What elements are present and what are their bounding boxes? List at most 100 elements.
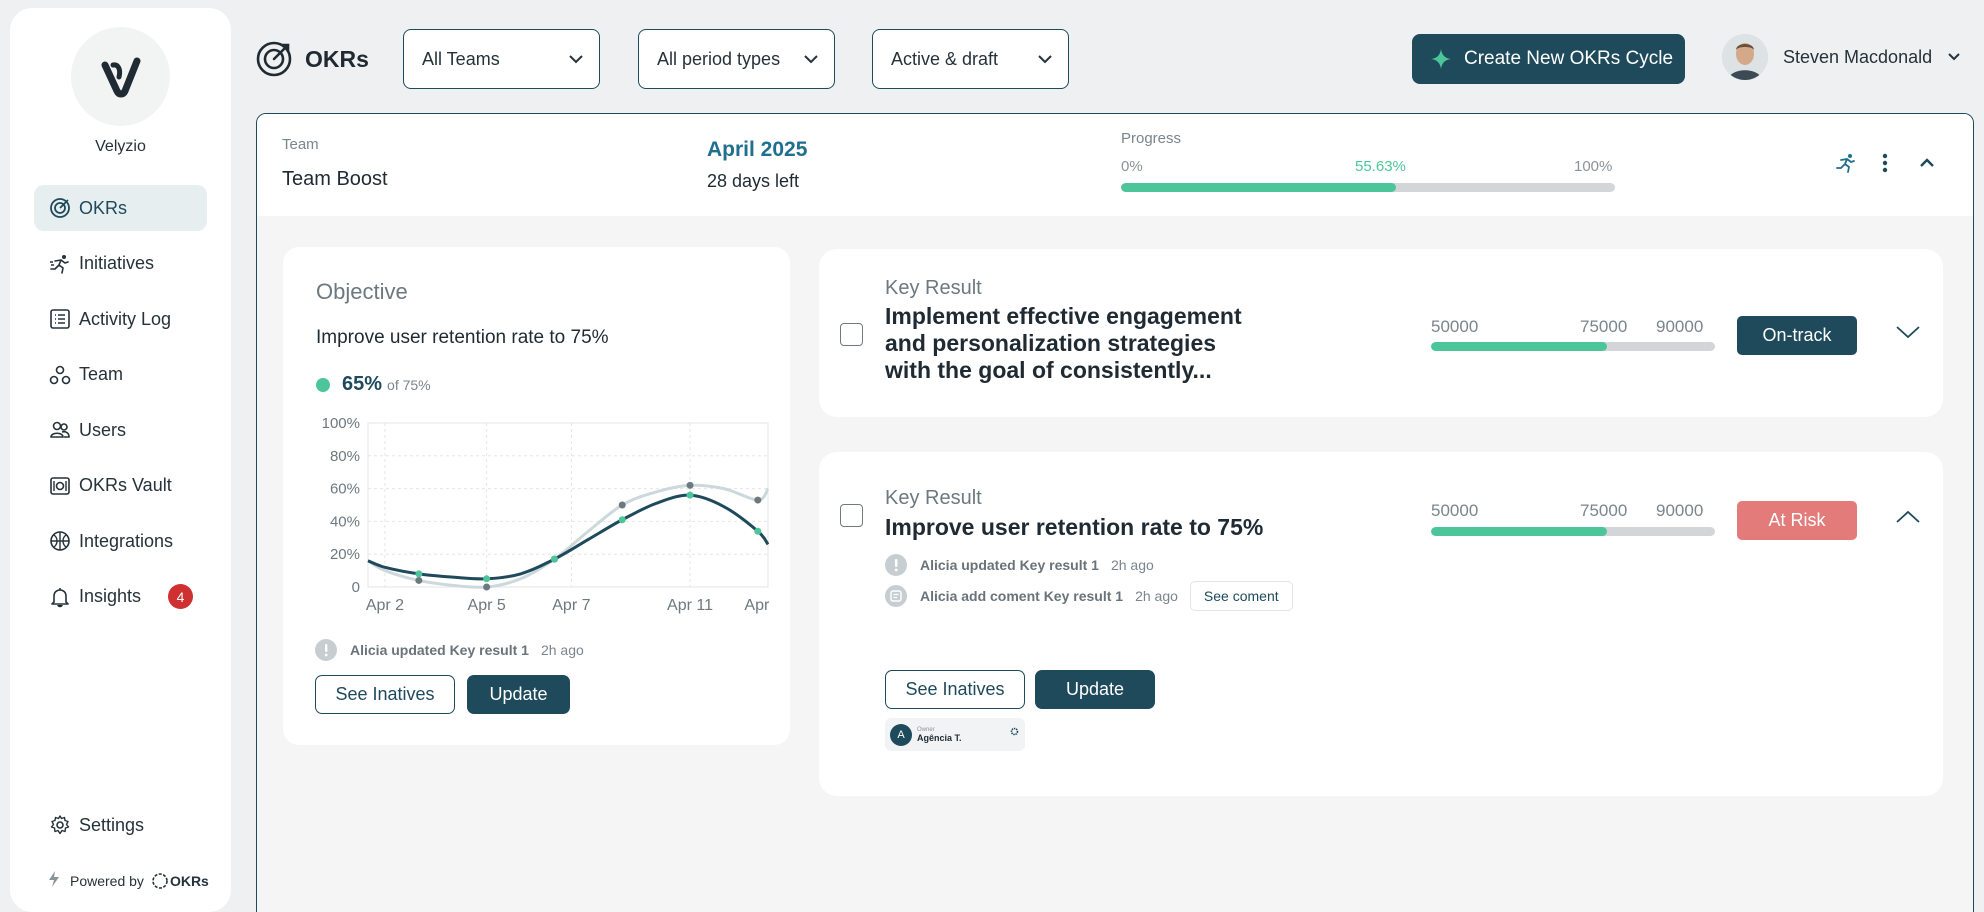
sidebar-item-team[interactable]: Team (34, 352, 207, 398)
globe-icon (48, 529, 72, 553)
chart-x-tick-label: Apr 11 (667, 597, 713, 614)
see-initiatives-button[interactable]: See Inatives (315, 675, 455, 714)
chart-y-tick-label: 60% (330, 481, 360, 498)
owner-chip[interactable]: A Owner Agência T. (885, 718, 1025, 751)
sidebar-item-label: OKRs Vault (79, 475, 172, 495)
chart-point (483, 583, 491, 591)
activity-text: Alicia updated Key result 1 (350, 642, 529, 658)
sidebar-item-label: Activity Log (79, 308, 172, 329)
sidebar-item-label: Team (79, 364, 124, 384)
objective-heading: Objective (316, 279, 408, 304)
initiatives-icon[interactable] (1835, 152, 1857, 174)
sidebar-item-settings[interactable]: Settings (34, 802, 207, 848)
expand-chevron-down-icon[interactable] (1895, 324, 1921, 340)
gear-icon[interactable] (1010, 723, 1019, 741)
chart-point (754, 527, 762, 535)
team-progress-bar (1121, 183, 1615, 192)
sidebar-nav: OKRs Initiatives Activity Log Team Users (34, 185, 207, 629)
update-button[interactable]: Update (467, 675, 570, 714)
user-menu[interactable]: Steven Macdonald (1722, 34, 1962, 80)
running-person-icon (48, 252, 72, 276)
gear-icon (48, 813, 72, 837)
kr-activity: Alicia updated Key result 1 2h ago (885, 554, 1154, 576)
objective-percent-target: of 75% (387, 377, 431, 393)
sidebar-item-insights[interactable]: Insights 4 (34, 574, 207, 620)
kr-target-mid: 75000 (1580, 501, 1628, 520)
sidebar-item-activity-log[interactable]: Activity Log (34, 296, 207, 342)
team-okrs-panel: Team Team Boost April 2025 28 days left … (256, 113, 1974, 912)
see-initiatives-button[interactable]: See Inatives (885, 670, 1025, 709)
update-button[interactable]: Update (1035, 670, 1155, 709)
sidebar-item-integrations[interactable]: Integrations (34, 518, 207, 564)
okrs-target-icon (48, 196, 72, 220)
key-result-card: Key Result Implement effective engagemen… (819, 249, 1943, 417)
progress-value-label: 55.63% (1355, 158, 1406, 175)
status-badge[interactable]: On-track (1737, 316, 1857, 355)
kr-progress-bar (1431, 527, 1715, 536)
kr-progress-fill (1431, 527, 1608, 536)
objective-card: Objective Improve user retention rate to… (283, 247, 790, 745)
status-filter-select[interactable]: Active & draft (872, 29, 1069, 89)
chart-point (483, 575, 491, 583)
create-okrs-cycle-button[interactable]: Create New OKRs Cycle (1412, 34, 1685, 84)
key-result-label: Key Result (885, 487, 982, 509)
sparkle-icon (1431, 49, 1451, 69)
key-result-checkbox[interactable] (840, 323, 863, 346)
activity-time: 2h ago (540, 642, 584, 658)
owner-caption: Owner (917, 726, 935, 733)
page-title-text: OKRs (305, 45, 369, 72)
chart-point (618, 501, 626, 509)
progress-label: Progress (1121, 130, 1182, 147)
chart-point (550, 555, 558, 563)
chart-x-tick-label: Apr 13 (744, 597, 775, 614)
sidebar-item-okrs-vault[interactable]: OKRs Vault (34, 463, 207, 509)
kr-target-min: 50000 (1431, 501, 1479, 520)
chevron-down-icon (1038, 55, 1052, 64)
chart-point (415, 570, 423, 578)
see-comment-button[interactable]: See coment (1189, 581, 1293, 611)
status-badge[interactable]: At Risk (1737, 501, 1857, 540)
okrs-target-icon (256, 41, 292, 77)
chart-x-tick-label: Apr 2 (366, 597, 404, 614)
sidebar-item-okrs[interactable]: OKRs (34, 185, 207, 231)
insights-count-badge: 4 (168, 584, 193, 609)
objective-activity: Alicia updated Key result 1 2h ago (315, 639, 584, 661)
alert-icon (315, 639, 337, 661)
period-type-filter-select[interactable]: All period types (638, 29, 835, 89)
kr-progress-fill (1431, 342, 1608, 351)
period-type-filter-value: All period types (657, 48, 781, 69)
teams-filter-value: All Teams (422, 48, 500, 69)
more-options-icon[interactable] (1882, 153, 1888, 173)
user-name: Steven Macdonald (1783, 46, 1933, 67)
brand-logo[interactable] (71, 27, 170, 126)
sidebar-item-users[interactable]: Users (34, 407, 207, 453)
kr-activity: Alicia add coment Key result 1 2h ago Se… (885, 581, 1293, 611)
team-label: Team (282, 136, 319, 153)
sidebar-item-initiatives[interactable]: Initiatives (34, 241, 207, 287)
owner-avatar: A (890, 723, 912, 746)
powered-by-brand: OKRs (169, 872, 209, 889)
collapse-chevron-up-icon[interactable] (1895, 509, 1921, 525)
vault-icon (48, 474, 72, 498)
chart-point (686, 491, 694, 499)
chart-y-tick-label: 80% (330, 448, 360, 465)
users-icon (48, 418, 72, 442)
team-name: Team Boost (282, 168, 388, 190)
key-result-checkbox[interactable] (840, 504, 863, 527)
avatar (1722, 34, 1768, 80)
chart-y-tick-label: 40% (330, 513, 360, 530)
collapse-chevron-up-icon[interactable] (1918, 154, 1936, 172)
powered-by-okrs-logo: OKRs (150, 871, 209, 891)
chart-point (754, 496, 762, 504)
status-dot (316, 377, 330, 392)
okrs-gear-icon (152, 872, 168, 889)
chevron-down-icon (1948, 53, 1960, 61)
alert-icon (885, 554, 907, 576)
sidebar-item-label: OKRs (79, 197, 128, 218)
page-title: OKRs (255, 40, 369, 78)
teams-filter-select[interactable]: All Teams (403, 29, 600, 89)
chart-series-line (367, 493, 770, 581)
progress-min-label: 0% (1121, 158, 1143, 175)
objective-text: Improve user retention rate to 75% (316, 327, 609, 348)
chart-plot-area (367, 422, 769, 588)
